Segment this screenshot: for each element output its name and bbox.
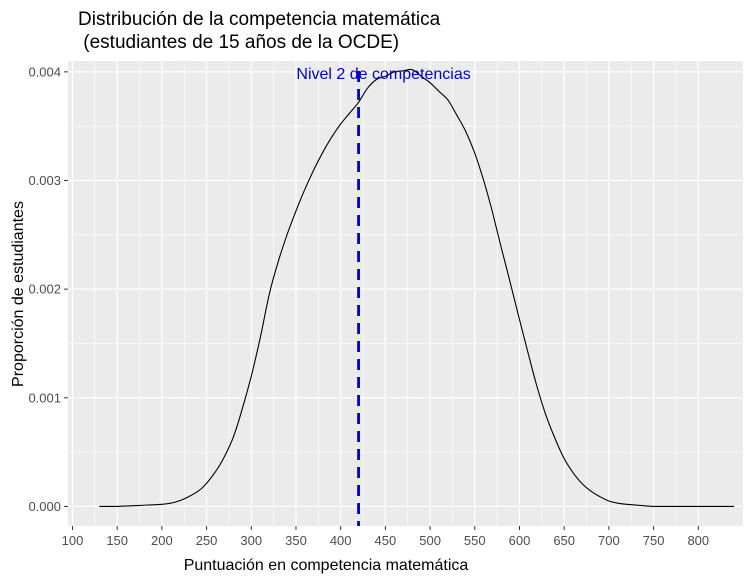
title-line-2: (estudiantes de 15 años de la OCDE) xyxy=(78,32,400,53)
x-tick-label: 750 xyxy=(643,533,665,548)
x-tick-label: 300 xyxy=(240,533,262,548)
y-tick-label: 0.000 xyxy=(28,499,61,514)
density-curve xyxy=(99,68,735,508)
x-tick-label: 650 xyxy=(553,533,575,548)
x-tick-label: 700 xyxy=(598,533,620,548)
plot-panel xyxy=(68,61,743,526)
chart-title: Distribución de la competencia matemátic… xyxy=(78,8,440,54)
minor-grid xyxy=(68,61,743,526)
x-tick-label: 250 xyxy=(196,533,218,548)
y-axis-title: Proporción de estudiantes xyxy=(10,201,27,387)
x-tick-label: 350 xyxy=(285,533,307,548)
y-tick-label: 0.004 xyxy=(28,64,61,79)
x-axis: 100 150 200 250 300 350 400 450 500 550 600 650 700 7… xyxy=(62,526,709,548)
x-tick-label: 400 xyxy=(330,533,352,548)
y-tick-label: 0.001 xyxy=(28,390,61,405)
x-tick-label: 800 xyxy=(687,533,709,548)
x-tick-label: 550 xyxy=(464,533,486,548)
x-tick-label: 600 xyxy=(509,533,531,548)
y-tick-label: 0.002 xyxy=(28,282,61,297)
x-tick-label: 200 xyxy=(151,533,173,548)
x-tick-label: 500 xyxy=(419,533,441,548)
y-axis: 0.000 0.001 0.002 0.003 0.004 xyxy=(28,64,68,514)
y-tick-label: 0.003 xyxy=(28,173,61,188)
x-tick-label: 100 xyxy=(62,533,84,548)
x-axis-title: Puntuación en competencia matemática xyxy=(184,557,469,574)
title-line-1: Distribución de la competencia matemátic… xyxy=(78,9,441,30)
major-grid xyxy=(68,61,743,526)
reference-line-label: Nivel 2 de competencias xyxy=(296,66,470,83)
x-tick-label: 450 xyxy=(375,533,397,548)
x-tick-label: 150 xyxy=(106,533,128,548)
